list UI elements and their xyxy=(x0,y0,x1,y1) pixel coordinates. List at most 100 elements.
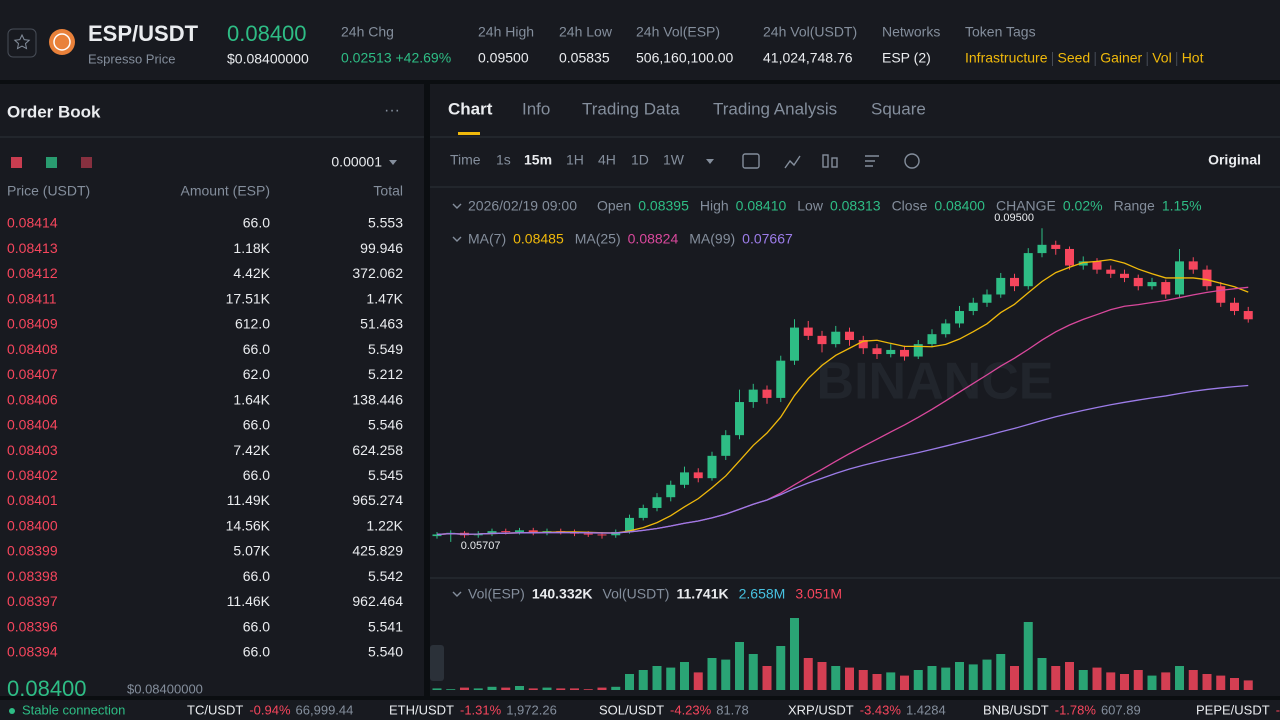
candle-body xyxy=(487,531,497,534)
volume-bar xyxy=(968,664,978,690)
ask-amount: 62.0 xyxy=(243,366,270,382)
volume-bar xyxy=(1161,672,1171,690)
volume-bar xyxy=(1023,622,1033,690)
token-tag[interactable]: Vol xyxy=(1152,50,1171,66)
ask-total: 962.464 xyxy=(352,593,403,609)
volume-bar xyxy=(790,618,799,690)
favorite-button[interactable] xyxy=(7,28,37,58)
interval[interactable]: 1D xyxy=(631,152,649,168)
interval[interactable]: 4H xyxy=(598,152,616,168)
column-header: Amount (ESP) xyxy=(181,183,270,199)
candle-body xyxy=(968,302,978,312)
token-tag[interactable]: Infrastructure xyxy=(965,50,1048,66)
ask-amount: 66.0 xyxy=(243,467,270,483)
ticker-pair[interactable]: BNB/USDT xyxy=(983,702,1049,717)
volume-bar xyxy=(886,672,896,690)
ohlc-label: Low xyxy=(797,198,824,214)
candle-body xyxy=(1092,261,1102,270)
candle-body xyxy=(748,389,758,403)
ohlc-value: 0.02% xyxy=(1063,198,1103,214)
interval[interactable]: 1H xyxy=(566,152,584,168)
mode-button[interactable]: Original xyxy=(1208,152,1261,168)
ask-amount: 66.0 xyxy=(243,215,270,231)
volume-bar xyxy=(1188,670,1198,690)
tags-label: Token Tags xyxy=(965,24,1036,40)
volume-bar xyxy=(831,666,841,690)
symbol: ESP/USDT xyxy=(88,21,199,46)
ticker-pair[interactable]: XRP/USDT xyxy=(788,702,854,717)
ticker-change: -1.78% xyxy=(1055,702,1097,717)
ticker-pair[interactable]: TC/USDT xyxy=(187,702,243,717)
chevron[interactable] xyxy=(452,236,462,242)
ask-price: 0.08402 xyxy=(7,467,58,483)
ask-price: 0.08399 xyxy=(7,543,58,559)
ohlc-value: 1.15% xyxy=(1162,198,1202,214)
volume-bar xyxy=(487,686,497,690)
tab[interactable]: Square xyxy=(871,99,926,118)
volume-bar xyxy=(858,670,868,690)
view-both[interactable] xyxy=(11,157,22,168)
view-asks[interactable] xyxy=(81,157,92,168)
candle-body xyxy=(872,348,882,355)
ask-total: 5.553 xyxy=(368,215,403,231)
ma-line xyxy=(436,384,1249,536)
ask-total: 965.274 xyxy=(352,492,403,508)
volume-bar xyxy=(570,688,579,690)
more-button[interactable]: ··· xyxy=(384,102,400,119)
token-tag[interactable]: Seed xyxy=(1057,50,1090,66)
volume-bar xyxy=(652,666,662,690)
tab[interactable]: Chart xyxy=(448,99,493,118)
token-tag[interactable]: Hot xyxy=(1182,50,1204,66)
ohlc-label: CHANGE xyxy=(996,198,1056,214)
stat-value: 0.02513 +42.69% xyxy=(341,50,451,66)
candle-body xyxy=(1051,244,1061,249)
ask-amount: 4.42K xyxy=(233,265,270,281)
volume-bar xyxy=(996,654,1006,690)
high-marker: 0.09500 xyxy=(994,212,1034,224)
chevron[interactable] xyxy=(452,591,462,597)
candle-body xyxy=(735,402,744,436)
volume-bar xyxy=(817,662,827,690)
ohlc-value: 0.08395 xyxy=(638,198,689,214)
candle-body xyxy=(707,455,717,479)
candle-body xyxy=(583,533,593,535)
scroll-button[interactable] xyxy=(430,645,444,681)
tab[interactable]: Trading Analysis xyxy=(713,99,837,118)
ask-total: 5.549 xyxy=(368,341,403,357)
candle-body xyxy=(680,472,689,485)
tab[interactable]: Info xyxy=(522,99,550,118)
tab[interactable]: Trading Data xyxy=(582,99,680,118)
volume-bar xyxy=(1230,678,1239,690)
ticker-pair[interactable]: ETH/USDT xyxy=(389,702,454,717)
interval-caret[interactable] xyxy=(706,159,714,164)
ticker-pair[interactable]: PEPE/USDT xyxy=(1196,702,1270,717)
volume-bar xyxy=(941,667,951,690)
interval[interactable]: 15m xyxy=(524,152,552,168)
precision-select[interactable]: 0.00001 xyxy=(331,154,382,170)
ticker-pair[interactable]: SOL/USDT xyxy=(599,702,664,717)
candle-body xyxy=(1161,282,1171,295)
candle-body xyxy=(721,435,731,456)
view-bids[interactable] xyxy=(46,157,57,168)
token-tag[interactable]: Gainer xyxy=(1100,50,1142,66)
volume-bar xyxy=(1106,672,1116,690)
ask-total: 5.545 xyxy=(368,467,403,483)
ask-amount: 1.18K xyxy=(233,240,270,256)
ask-price: 0.08409 xyxy=(7,316,58,332)
interval[interactable]: 1s xyxy=(496,152,511,168)
stat-value[interactable]: ESP (2) xyxy=(882,50,931,66)
candle-body xyxy=(927,334,937,345)
ticker-bar xyxy=(0,700,1280,720)
stat-label: Networks xyxy=(882,24,940,40)
volume-bar xyxy=(721,659,731,690)
price-usd: $0.08400000 xyxy=(227,51,309,67)
ask-price: 0.08400 xyxy=(7,517,58,533)
candle-body xyxy=(528,530,538,533)
ma-value: 0.08824 xyxy=(628,231,679,247)
chevron[interactable] xyxy=(452,203,462,209)
ask-total: 5.541 xyxy=(368,618,403,634)
volume-bar xyxy=(872,674,882,690)
interval[interactable]: 1W xyxy=(663,152,685,168)
volume-bar xyxy=(955,662,964,690)
